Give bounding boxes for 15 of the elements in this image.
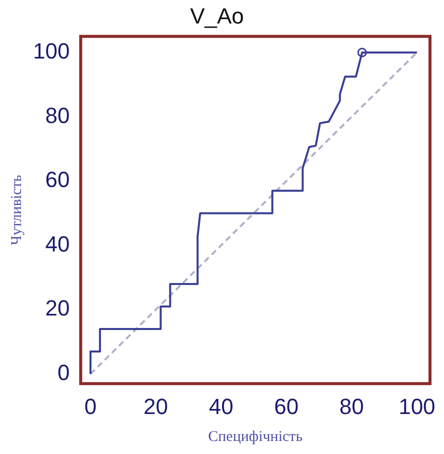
y-axis-title: Чутливість [8, 174, 25, 246]
x-axis-title: Специфічність [208, 428, 303, 445]
y-tick-label: 100 [32, 38, 70, 64]
y-tick-label: 20 [45, 296, 70, 321]
x-tick-label: 60 [274, 394, 299, 419]
y-tick-label: 0 [57, 360, 70, 386]
x-tick-label: 20 [144, 394, 168, 419]
y-tick-label: 40 [45, 231, 70, 256]
chart-title: V_Ao [190, 3, 244, 28]
x-tick-label: 100 [398, 394, 436, 419]
x-tick-label: 0 [84, 394, 97, 419]
x-tick-label: 40 [208, 394, 234, 419]
y-tick-label: 80 [45, 102, 70, 128]
x-tick-label: 80 [339, 394, 364, 419]
y-tick-label: 60 [45, 167, 70, 192]
